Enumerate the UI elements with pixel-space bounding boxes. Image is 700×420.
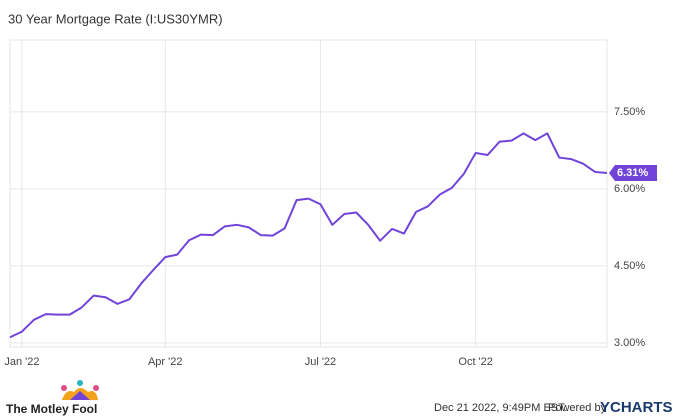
x-tick-label: Apr '22 (148, 356, 183, 368)
logo (61, 380, 99, 400)
y-tick-label: 7.50% (614, 106, 645, 118)
y-tick-label: 6.00% (614, 183, 645, 195)
y-tick-label: 3.00% (614, 337, 645, 349)
x-tick-label: Oct '22 (458, 356, 493, 368)
provider: YCHARTS (600, 399, 673, 416)
line (9, 132, 608, 339)
timestamp: Dec 21 2022, 9:49PM EST. (434, 402, 567, 414)
brand: The Motley Fool (6, 402, 97, 416)
chart-title: 30 Year Mortgage Rate (I:US30YMR) (8, 11, 223, 26)
value-label-box (609, 164, 657, 181)
value-label: 6.31% (617, 167, 648, 179)
y-tick-label: 4.50% (614, 260, 645, 272)
x-tick-label: Jul '22 (305, 356, 336, 368)
x-tick-label: Jan '22 (4, 356, 39, 368)
powered-by: Powered by (548, 402, 607, 414)
plot-frame (9, 39, 608, 348)
